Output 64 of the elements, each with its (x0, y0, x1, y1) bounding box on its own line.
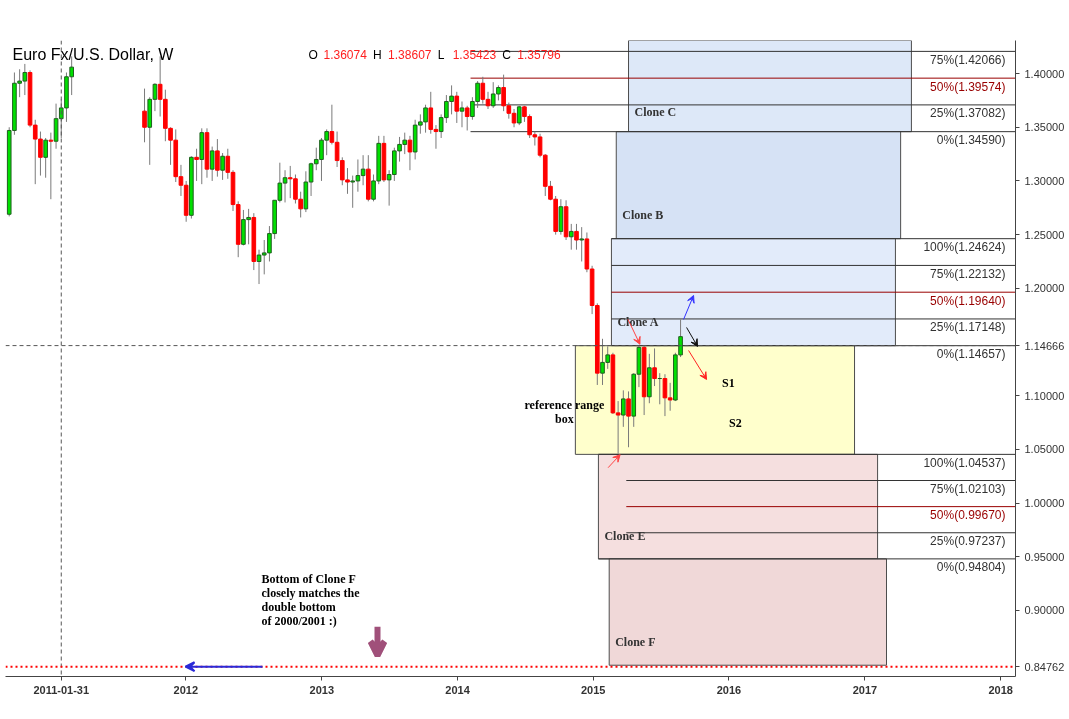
x-tick-label: 2018 (988, 683, 1013, 696)
y-tick-label: 1.35000 (1024, 121, 1065, 134)
ref-line-label: 0.84762 (1024, 660, 1065, 673)
y-tick-label: 1.10000 (1024, 389, 1065, 402)
y-tick-label: 1.00000 (1024, 497, 1065, 510)
x-tick-label: 2013 (309, 683, 335, 696)
series-label: 75%(1.22132) (930, 266, 1006, 281)
candlestick (464, 105, 470, 131)
series-label: 25%(0.97237) (930, 534, 1006, 549)
candlestick (215, 138, 220, 178)
y-tick-label: 1.20000 (1024, 282, 1065, 295)
series-label: 75%(1.02103) (930, 482, 1006, 496)
series-label: 50%(0.99670) (930, 508, 1006, 523)
series-label: 25%(1.17148) (930, 320, 1006, 335)
candlestick (579, 226, 585, 262)
y-tick-label: 1.40000 (1024, 67, 1065, 80)
candlestick (209, 146, 215, 182)
chart-title: Euro Fx/U.S. Dollar, W (12, 46, 175, 63)
series-label: 50%(1.19640) (930, 293, 1006, 308)
series-label: 0%(1.14657) (936, 347, 1006, 362)
candlestick (220, 152, 225, 181)
candlestick (407, 135, 413, 171)
series-label: 0%(0.94804) (936, 560, 1006, 575)
annotation: Clone E (604, 528, 646, 543)
x-tick-label: 2012 (173, 683, 199, 696)
candlestick (459, 100, 465, 128)
y-tick-label: 1.05000 (1024, 443, 1065, 456)
x-tick-label: 2014 (445, 683, 471, 696)
candlestick (142, 88, 147, 143)
x-tick-label: 2016 (716, 683, 742, 696)
y-tick-label: 1.25000 (1024, 228, 1065, 241)
candlestick (574, 223, 579, 251)
candlestick (568, 223, 574, 251)
annotation: Clone B (622, 208, 664, 223)
annotation: Clone F (615, 634, 656, 649)
candlestick (621, 389, 626, 428)
ref-line-label: 1.14666 (1024, 339, 1065, 352)
y-tick-label: 0.95000 (1024, 550, 1065, 563)
y-tick-label: 0.90000 (1024, 604, 1065, 617)
candlestick (48, 132, 54, 200)
candlestick (454, 91, 460, 124)
candlestick (428, 91, 434, 135)
annotation: Bottom of Clone F closely matches the double bottom of 2000/2001 :) (261, 571, 361, 628)
series-label: 100%(1.24624) (923, 240, 1006, 255)
annotation: S2 (729, 415, 742, 430)
ref-line-label: 2011-01-31 (33, 683, 90, 696)
candlestick (43, 137, 48, 179)
annotation: S1 (722, 375, 735, 390)
candlestick (350, 175, 356, 209)
text: O 1.36074 H 1.38607 L 1.35423 C 1.35796 (308, 47, 561, 62)
series-label: 100%(1.04537) (923, 455, 1006, 470)
candlestick (626, 390, 631, 448)
x-tick-label: 2015 (580, 683, 606, 696)
annotation: Clone C (634, 104, 677, 119)
annotation: Clone A (617, 315, 659, 330)
series-label: 0%(1.34590) (936, 133, 1006, 148)
series-label: 50%(1.39574) (930, 79, 1006, 94)
series-label: 25%(1.37082) (930, 106, 1006, 121)
x-tick-label: 2017 (852, 683, 878, 696)
candlestick (194, 148, 199, 182)
series-label: 75%(1.42066) (930, 52, 1006, 67)
candlestick (652, 347, 657, 387)
y-tick-label: 1.30000 (1024, 174, 1065, 187)
candlestick (480, 76, 486, 105)
